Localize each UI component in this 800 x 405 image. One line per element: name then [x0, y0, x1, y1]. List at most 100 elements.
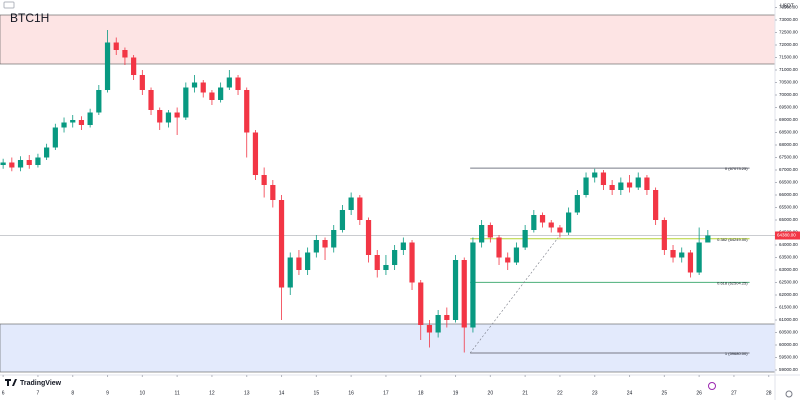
x-tick-label: 8: [71, 390, 74, 396]
y-tick-label: 69500.00: [779, 105, 798, 110]
y-tick-label: 60000.00: [779, 342, 798, 347]
brand: TradingView: [20, 380, 62, 387]
candle-body: [452, 260, 459, 320]
candle-body: [296, 257, 302, 270]
candle-body: [9, 162, 15, 168]
event-marker[interactable]: [708, 382, 716, 390]
x-tick-label: 23: [592, 390, 598, 396]
candle-body: [670, 250, 676, 258]
y-tick-label: 69000.00: [779, 117, 798, 122]
x-tick-label: 19: [453, 390, 459, 396]
y-tick-label: 67000.00: [779, 167, 798, 172]
candle-body: [409, 242, 415, 283]
y-tick-label: 67500.00: [779, 155, 798, 160]
candle-body: [383, 265, 389, 270]
fib-label: 0.382 (64249.00): [717, 237, 748, 242]
candle-body: [592, 172, 598, 178]
y-tick-label: 68500.00: [779, 130, 798, 135]
candle-body: [618, 182, 624, 190]
candle-body: [548, 222, 554, 228]
candle-body: [131, 57, 137, 75]
y-tick-label: 70000.00: [779, 92, 798, 97]
candle-body: [583, 177, 589, 195]
candle-body: [426, 325, 433, 333]
candle-body: [78, 120, 85, 125]
candle-body: [479, 225, 485, 243]
candle-body: [705, 235, 711, 243]
candle-body: [653, 190, 659, 220]
x-tick-label: 27: [731, 390, 737, 396]
candle-body: [104, 42, 111, 90]
y-tick-label: 63500.00: [779, 255, 798, 260]
candle-body: [226, 77, 232, 88]
candle-body: [331, 230, 337, 248]
candle-body: [96, 90, 102, 113]
candle-body: [531, 215, 537, 230]
current-price-label: 64380.00: [777, 233, 796, 238]
candle-body: [348, 197, 354, 210]
candle-body: [0, 162, 6, 165]
candle-body: [278, 200, 285, 288]
candle-body: [35, 157, 41, 165]
candle-body: [696, 242, 702, 273]
x-tick-label: 28: [766, 390, 772, 396]
fib-trend-line: [469, 237, 559, 354]
y-tick-label: 68000.00: [779, 142, 798, 147]
candle-body: [644, 177, 650, 190]
y-tick-label: 63000.00: [779, 267, 798, 272]
y-tick-label: 62500.00: [779, 280, 798, 285]
y-tick-label: 61500.00: [779, 305, 798, 310]
y-tick-label: 71000.00: [779, 67, 798, 72]
candle-body: [522, 230, 528, 248]
x-tick-label: 25: [662, 390, 668, 396]
x-tick-label: 10: [140, 390, 146, 396]
candle-body: [261, 175, 267, 185]
candle-body: [270, 185, 276, 200]
x-tick-label: 24: [627, 390, 633, 396]
y-tick-label: 73000.00: [779, 17, 798, 22]
candle-body: [557, 227, 563, 233]
x-tick-label: 7: [37, 390, 40, 396]
candle-body: [470, 242, 476, 328]
candle-body: [496, 237, 502, 258]
settings-button[interactable]: [785, 390, 793, 398]
candle-body: [157, 110, 163, 123]
x-tick-label: 11: [175, 390, 180, 396]
candle-body: [44, 147, 50, 158]
candle-body: [539, 215, 546, 223]
candle-body: [435, 315, 441, 333]
candle-body: [461, 260, 467, 328]
candle-body: [70, 120, 76, 123]
candle-body: [87, 112, 93, 125]
candle-body: [287, 257, 293, 288]
x-tick-label: 22: [557, 390, 563, 396]
x-tick-label: 21: [522, 390, 528, 396]
y-tick-label: 62000.00: [779, 292, 798, 297]
candle-body: [679, 252, 685, 258]
fib-label: 0 (67073.25): [725, 166, 748, 171]
candle-body: [339, 210, 346, 230]
candle-body: [191, 82, 198, 88]
candle-body: [26, 160, 32, 165]
candle-body: [139, 75, 145, 90]
candle-body: [392, 250, 398, 265]
current-price-box: [775, 231, 800, 240]
zone: [0, 14, 776, 65]
candle-body: [209, 92, 215, 100]
y-tick-label: 66000.00: [779, 192, 798, 197]
y-tick-label: 66500.00: [779, 180, 798, 185]
y-tick-label: 73500.00: [779, 5, 798, 10]
candle-body: [444, 315, 450, 320]
candle-body: [122, 50, 128, 58]
candle-body: [687, 252, 694, 273]
candle-body: [218, 87, 224, 100]
candle-body: [52, 127, 58, 148]
candle-body: [374, 255, 380, 270]
candle-body: [365, 220, 372, 255]
collapse-button[interactable]: [3, 1, 15, 9]
candle-body: [418, 282, 424, 325]
y-tick-label: 70500.00: [779, 80, 798, 85]
fib-label: 1 (59680.00): [725, 351, 748, 356]
candle-body: [17, 160, 24, 168]
